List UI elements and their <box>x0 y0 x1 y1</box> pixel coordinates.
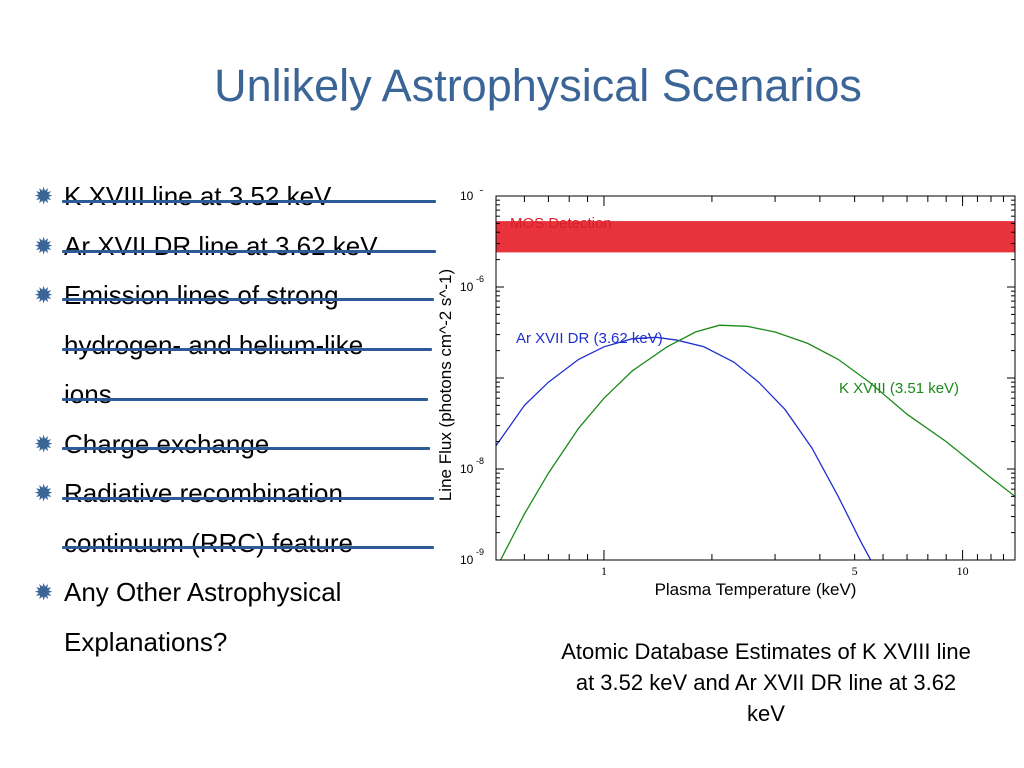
starburst-icon: ✹ <box>34 430 54 457</box>
bullet-item: ✹ Charge exchange <box>34 420 434 470</box>
y-tick-label: 10 <box>460 190 474 203</box>
y-axis-title: Line Flux (photons cm^-2 s^-1) <box>436 269 455 501</box>
bullet-item: ✹ Any Other Astrophysical Explanations? <box>34 568 434 667</box>
strike-line <box>62 298 434 301</box>
x-tick-label: 1 <box>601 564 607 578</box>
line-flux-chart: MOS Detection Ar XVII DR (3.62 keV) K XVII… <box>430 190 1020 610</box>
starburst-icon: ✹ <box>34 183 54 209</box>
strike-line <box>62 546 434 549</box>
y-tick-label: 10 <box>460 553 474 567</box>
bullet-text: K XVIII line at 3.52 keV <box>64 181 332 211</box>
strike-line <box>62 497 434 500</box>
y-tick-exponent: -6 <box>476 274 484 284</box>
bullet-text-continued: Explanations? <box>64 626 228 657</box>
strike-line <box>62 447 430 450</box>
series-line-ar-xvii <box>496 336 872 560</box>
x-tick-label: 10 <box>957 564 969 578</box>
starburst-icon: ✹ <box>34 579 54 605</box>
band-label: MOS Detection <box>510 215 612 232</box>
bullet-item: ✹ Ar XVII DR line at 3.62 keV <box>34 222 434 272</box>
y-tick-label: 10 <box>460 280 474 294</box>
bullet-text: Any Other Astrophysical <box>64 577 342 607</box>
y-tick-exponent: -5 <box>476 190 484 193</box>
bullet-text-continued: ions <box>64 379 112 409</box>
bullet-list: ✹ K XVIII line at 3.52 keV ✹ Ar XVII DR lin… <box>34 172 434 667</box>
series-line-k-xviii <box>499 324 1015 560</box>
bullet-text: Charge exchange <box>64 428 270 459</box>
strike-line <box>62 398 428 401</box>
x-tick-label: 5 <box>852 564 858 578</box>
starburst-icon: ✹ <box>34 282 54 308</box>
starburst-icon: ✹ <box>34 480 54 506</box>
bullet-item: ✹ K XVIII line at 3.52 keV <box>34 172 434 222</box>
bullet-text: Emission lines of strong <box>64 280 339 310</box>
y-tick-label: 10 <box>460 462 474 476</box>
slide-title: Unlikely Astrophysical Scenarios <box>214 60 862 111</box>
strike-line <box>62 200 436 203</box>
bullet-item: ✹ Radiative recombination continuum (RRC) … <box>34 469 434 568</box>
series-label-k-xviii: K XVIII (3.51 keV) <box>839 380 959 397</box>
bullet-text: Radiative recombination <box>64 478 343 508</box>
strike-line <box>62 250 436 253</box>
bullet-text-continued: continuum (RRC) feature <box>64 527 353 558</box>
bullet-text: Ar XVII DR line at 3.62 keV <box>64 230 378 261</box>
bullet-text-continued: hydrogen- and helium-like <box>64 329 364 360</box>
y-tick-exponent: -9 <box>476 547 484 557</box>
strike-line <box>62 348 432 351</box>
x-axis-title: Plasma Temperature (keV) <box>655 580 857 599</box>
starburst-icon: ✹ <box>34 232 54 259</box>
figure-caption: Atomic Database Estimates of K XVIII lin… <box>561 639 971 726</box>
series-label-ar-xvii: Ar XVII DR (3.62 keV) <box>516 330 663 347</box>
bullet-item: ✹ Emission lines of strong hydrogen- and h… <box>34 271 434 420</box>
y-tick-exponent: -8 <box>476 456 484 466</box>
detection-band <box>496 221 1015 253</box>
